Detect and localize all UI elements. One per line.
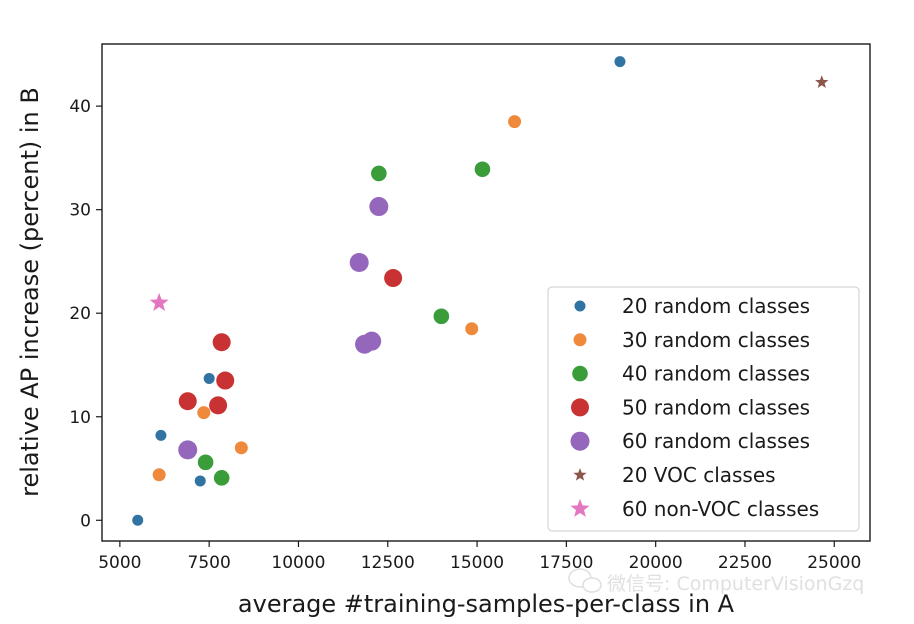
x-tick-label: 5000 [98, 553, 141, 573]
data-point [433, 308, 450, 325]
x-tick-label: 20000 [629, 553, 683, 573]
data-point [362, 331, 382, 351]
legend-label: 50 random classes [622, 395, 810, 419]
x-tick-label: 22500 [718, 553, 772, 573]
data-point [213, 470, 230, 486]
legend-marker [574, 300, 586, 312]
x-tick-label: 10000 [271, 553, 325, 573]
x-axis-ticks: 5000 7500 10000 12500 15000 17500 20000 22500 25… [98, 541, 861, 573]
x-tick-label: 12500 [361, 553, 415, 573]
x-tick-label: 17500 [539, 553, 593, 573]
legend-label: 30 random classes [622, 328, 810, 352]
data-point [209, 396, 228, 415]
data-point [149, 292, 169, 311]
legend-marker [571, 398, 589, 417]
legend-marker [570, 498, 590, 517]
wechat-icon [568, 568, 602, 593]
y-tick-label: 0 [80, 511, 91, 531]
data-point [815, 75, 829, 88]
data-point [197, 454, 214, 471]
data-point [508, 115, 522, 129]
y-axis-label: relative AP increase (percent) in B [16, 87, 44, 497]
data-point [349, 252, 369, 272]
legend-marker [570, 431, 590, 451]
y-tick-label: 10 [69, 408, 91, 428]
data-point [234, 441, 248, 455]
legend-marker [572, 365, 588, 382]
watermark: 微信号: ComputerVisionGzq [568, 568, 864, 595]
legend: 20 random classes 30 random classes 40 ran… [547, 286, 860, 532]
data-point [474, 161, 491, 178]
data-point [155, 429, 167, 441]
legend-label: 20 VOC classes [622, 463, 776, 487]
x-tick-label: 15000 [450, 553, 504, 573]
data-point [216, 371, 235, 390]
x-tick-label: 25000 [807, 553, 861, 573]
data-point [212, 333, 231, 352]
data-point [614, 56, 626, 68]
data-point [152, 468, 166, 482]
data-point [194, 475, 206, 487]
data-point [197, 406, 211, 420]
data-points [132, 56, 829, 526]
x-tick-label: 7500 [188, 553, 231, 573]
data-point [465, 322, 479, 336]
legend-label: 20 random classes [622, 294, 810, 318]
data-point [178, 440, 198, 460]
legend-marker [573, 468, 587, 481]
watermark-text: 微信号: ComputerVisionGzq [607, 573, 864, 595]
data-point [384, 269, 403, 288]
legend-marker [573, 333, 587, 347]
legend-box [547, 286, 860, 532]
legend-label: 60 random classes [622, 429, 810, 453]
data-point [369, 197, 389, 217]
x-axis-label: average #training-samples-per-class in A [238, 590, 735, 618]
data-point [371, 165, 387, 182]
y-tick-label: 20 [69, 304, 91, 324]
data-point [203, 372, 215, 384]
legend-label: 60 non-VOC classes [622, 497, 819, 521]
y-axis-ticks: 0 10 20 30 40 [69, 97, 102, 531]
data-point [178, 392, 197, 411]
y-tick-label: 40 [69, 97, 91, 117]
legend-label: 40 random classes [622, 362, 810, 386]
y-tick-label: 30 [69, 201, 91, 221]
data-point [132, 514, 144, 526]
